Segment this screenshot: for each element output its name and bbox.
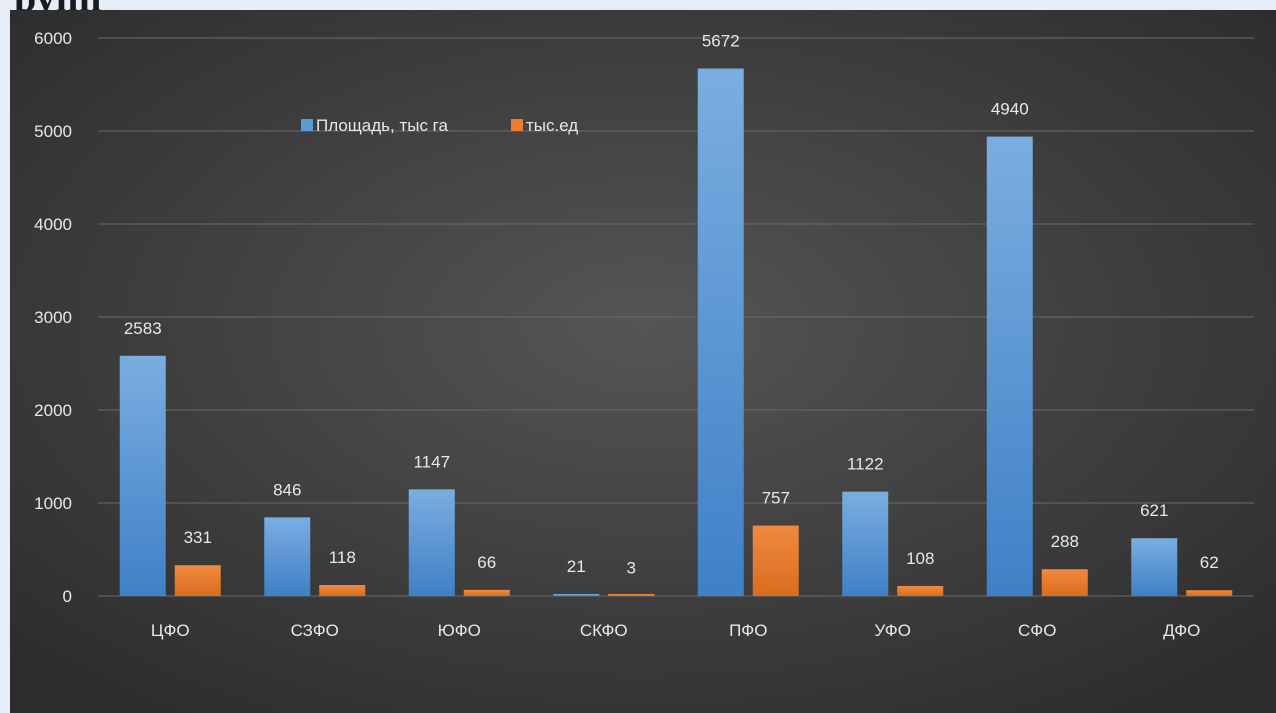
gridlines [98,37,1254,597]
data-label: 288 [1051,532,1079,551]
legend-label-series-2: тыс.ед [526,116,578,135]
legend-swatch-series-2 [511,119,523,131]
bar-series-1 [697,68,744,596]
x-tick-label: ЦФО [151,621,190,640]
data-label: 21 [567,557,586,576]
slide-title-band: рупп [0,0,1276,18]
bar-series-2 [1041,569,1088,596]
y-tick-label: 2000 [34,401,72,420]
data-label: 846 [273,480,301,499]
bar-series-1 [119,355,166,596]
legend-swatch-series-1 [301,119,313,131]
legend: Площадь, тыс га тыс.ед [301,116,578,135]
y-tick-label: 4000 [34,215,72,234]
y-tick-label: 3000 [34,308,72,327]
y-tick-label: 5000 [34,122,72,141]
data-label: 62 [1200,553,1219,572]
legend-label-series-1: Площадь, тыс га [316,116,449,135]
bar-series-1 [264,517,311,596]
data-label: 108 [906,549,934,568]
x-tick-label: ПФО [729,621,767,640]
x-tick-label: УФО [875,621,911,640]
x-tick-label: ЮФО [438,621,481,640]
bar-series-2 [174,565,221,596]
bar-series-1 [986,136,1033,596]
x-tick-label: СКФО [580,621,628,640]
y-tick-label: 6000 [34,29,72,48]
data-label: 621 [1140,501,1168,520]
x-tick-label: ДФО [1163,621,1200,640]
chart-panel: 0 1000 2000 3000 4000 5000 6000 2583 331 846 118 1… [10,10,1276,713]
x-tick-label: СФО [1018,621,1056,640]
data-labels: 2583 331 846 118 1147 66 21 3 5672 757 1122 108 4940… [124,32,1219,578]
bar-series-1 [842,491,889,596]
data-label: 1122 [847,455,884,474]
bar-chart: 0 1000 2000 3000 4000 5000 6000 2583 331 846 118 1… [34,29,1254,640]
bar-series-2 [897,585,944,596]
bar-series-2 [608,594,655,596]
bar-series-2 [463,589,510,596]
data-label: 5672 [702,32,740,51]
bars [119,68,1233,596]
data-label: 118 [329,548,356,567]
data-label: 331 [184,528,212,547]
data-label: 2583 [124,319,162,338]
x-tick-label: СЗФО [291,621,339,640]
y-axis: 0 1000 2000 3000 4000 5000 6000 [34,29,72,606]
data-label: 66 [477,553,496,572]
bar-series-1 [553,594,600,596]
y-tick-label: 0 [63,587,72,606]
x-axis: ЦФО СЗФО ЮФО СКФО ПФО УФО СФО ДФО [151,621,1201,640]
data-label: 3 [627,559,636,578]
bar-series-1 [408,489,455,596]
bar-series-2 [319,585,366,596]
bar-series-2 [1186,590,1233,596]
data-label: 4940 [991,100,1029,119]
data-label: 1147 [413,452,450,471]
bar-series-1 [1131,538,1178,596]
data-label: 757 [762,489,790,508]
bar-series-2 [752,525,799,596]
y-tick-label: 1000 [34,494,72,513]
